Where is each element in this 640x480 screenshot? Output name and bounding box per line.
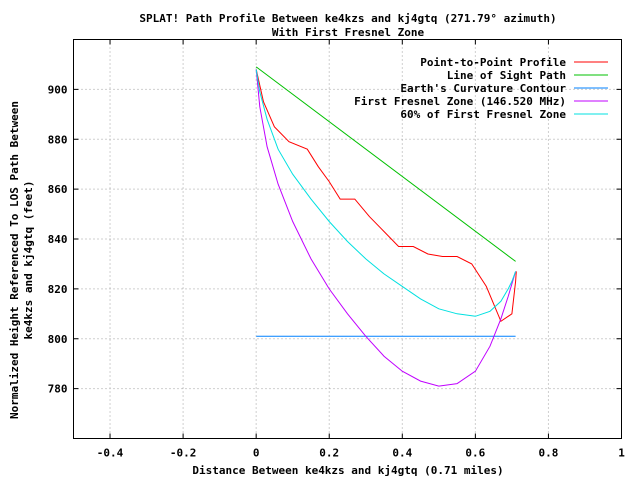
y-tick-label: 840	[48, 233, 68, 246]
chart-subtitle: With First Fresnel Zone	[272, 26, 425, 39]
axis-tick-labels: -0.4 -0.2 0 0.2 0.4 0.6 0.8 1 780 800 820 840 860 880…	[48, 83, 626, 459]
series-line-1	[255, 69, 517, 323]
y-tick-label: 820	[48, 283, 68, 296]
series-line-2	[255, 66, 516, 262]
legend-label-2: Line of Sight Path	[447, 69, 566, 82]
y-tick-label: 860	[48, 183, 68, 196]
x-tick-label: 1	[618, 447, 625, 460]
y-axis-label-line1: Normalized Height Referenced To LOS Path…	[8, 101, 21, 419]
y-axis-label-line2: ke4kzs and kj4gtq (feet)	[22, 181, 35, 340]
x-tick-label: -0.2	[170, 447, 197, 460]
y-tick-label: 780	[48, 383, 68, 396]
x-tick-label: 0.6	[465, 447, 485, 460]
legend-label-4: First Fresnel Zone (146.520 MHz)	[354, 95, 566, 108]
legend-label-3: Earth's Curvature Contour	[400, 82, 566, 95]
x-tick-label: 0.8	[538, 447, 558, 460]
y-tick-label: 800	[48, 333, 68, 346]
x-tick-label: 0.2	[319, 447, 339, 460]
x-axis-label: Distance Between ke4kzs and kj4gtq (0.71…	[192, 464, 503, 477]
y-tick-label: 880	[48, 133, 68, 146]
x-tick-label: 0.4	[392, 447, 412, 460]
series-line-5	[255, 69, 517, 317]
y-tick-label: 900	[48, 83, 68, 96]
chart-title: SPLAT! Path Profile Between ke4kzs and k…	[139, 12, 556, 25]
x-tick-label: -0.4	[97, 447, 124, 460]
legend-label-1: Point-to-Point Profile	[420, 56, 566, 69]
legend-label-5: 60% of First Fresnel Zone	[400, 108, 566, 121]
axis-ticks	[73, 39, 622, 439]
series-lines	[255, 66, 517, 387]
series-line-4	[255, 69, 517, 387]
x-tick-label: 0	[253, 447, 260, 460]
